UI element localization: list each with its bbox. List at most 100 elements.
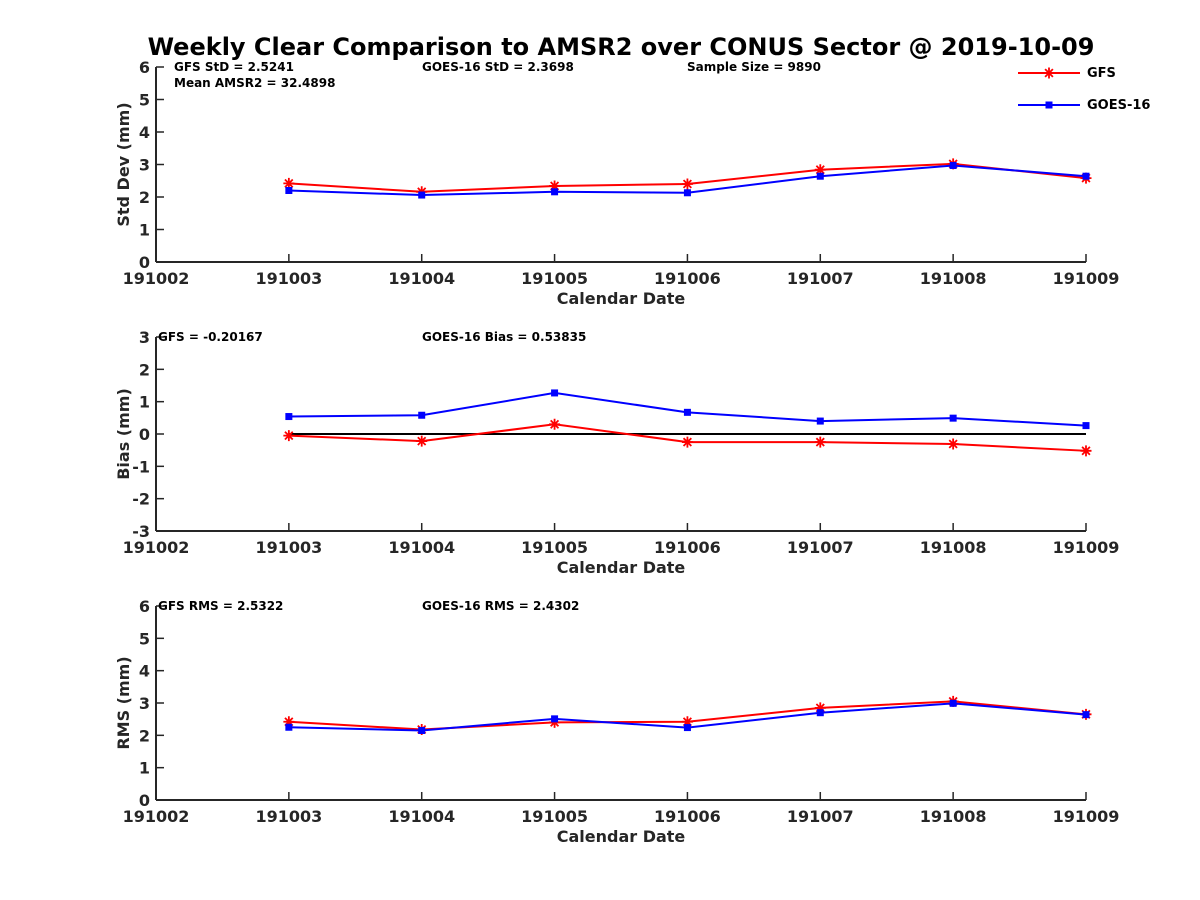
data-point — [416, 435, 428, 447]
y-axis-label: Std Dev (mm) — [114, 102, 133, 226]
y-tick-label: 0 — [139, 425, 150, 444]
x-tick-label: 191006 — [654, 807, 721, 826]
y-axis-label: Bias (mm) — [114, 388, 133, 480]
data-point — [681, 178, 693, 190]
x-tick-label: 191003 — [255, 269, 322, 288]
x-tick-label: 191007 — [787, 269, 854, 288]
y-tick-label: 6 — [139, 58, 150, 77]
x-axis-label: Calendar Date — [557, 289, 686, 308]
y-tick-label: 1 — [139, 221, 150, 240]
x-tick-label: 191002 — [123, 538, 190, 557]
data-point — [285, 187, 293, 194]
data-point — [1080, 445, 1092, 457]
data-point — [549, 180, 561, 192]
y-tick-label: 2 — [139, 726, 150, 745]
y-tick-label: 5 — [139, 91, 150, 110]
data-point — [681, 716, 693, 728]
stat-annotation: GFS StD = 2.5241 — [174, 60, 294, 74]
panel-bias: -3 -2 -1 0 1 2 3 191002 191003 191004 191005 191006… — [114, 328, 1119, 577]
x-tick-label: 191004 — [388, 807, 455, 826]
x-tick-label: 191004 — [388, 269, 455, 288]
y-tick-label: 0 — [139, 791, 150, 810]
x-axis-label: Calendar Date — [557, 827, 686, 846]
data-point — [1082, 422, 1090, 430]
data-point — [285, 413, 293, 421]
legend-marker-symbol — [1045, 101, 1053, 109]
y-tick-label: 0 — [139, 253, 150, 272]
data-point — [418, 726, 426, 734]
y-tick-label: 3 — [139, 156, 150, 175]
x-tick-label: 191005 — [521, 538, 588, 557]
legend-marker-symbol — [1043, 67, 1055, 79]
data-point — [551, 188, 559, 196]
data-point — [683, 408, 691, 416]
stat-annotation: GFS RMS = 2.5322 — [158, 599, 283, 613]
x-tick-label: 191003 — [255, 538, 322, 557]
x-tick-label: 191002 — [123, 269, 190, 288]
stat-annotation: GOES-16 StD = 2.3698 — [422, 60, 574, 74]
legend-marker-gfs — [1043, 67, 1055, 79]
data-point — [285, 723, 293, 731]
x-tick-label: 191008 — [920, 807, 987, 826]
x-axis-label: Calendar Date — [557, 558, 686, 577]
data-point — [549, 418, 561, 430]
data-point — [683, 724, 691, 732]
data-point — [816, 709, 824, 717]
data-point — [949, 414, 957, 422]
x-tick-label: 191009 — [1053, 269, 1120, 288]
x-tick-label: 191005 — [521, 269, 588, 288]
y-tick-label: 3 — [139, 328, 150, 347]
data-point — [949, 161, 957, 169]
data-point — [283, 716, 295, 728]
y-tick-label: 1 — [139, 393, 150, 412]
data-point — [551, 715, 559, 723]
y-tick-label: 4 — [139, 662, 150, 681]
legend-label-goes16: GOES-16 — [1087, 98, 1150, 113]
data-point — [1082, 172, 1090, 180]
panel-std-dev: 0 1 2 3 4 5 6 191002 191003 191004 191005 191006 191… — [114, 58, 1119, 308]
data-point — [418, 411, 426, 419]
x-tick-label: 191007 — [787, 807, 854, 826]
y-tick-label: -2 — [132, 490, 150, 509]
legend-marker-goes16 — [1045, 101, 1053, 109]
x-tick-label: 191007 — [787, 538, 854, 557]
y-tick-label: 3 — [139, 694, 150, 713]
data-point — [283, 177, 295, 189]
y-tick-label: 2 — [139, 188, 150, 207]
x-tick-label: 191006 — [654, 269, 721, 288]
y-tick-label: -3 — [132, 522, 150, 541]
y-tick-label: 5 — [139, 629, 150, 648]
x-tick-label: 191009 — [1053, 807, 1120, 826]
data-point — [681, 436, 693, 448]
data-point — [549, 716, 561, 728]
y-axis-label: RMS (mm) — [114, 656, 133, 749]
data-point — [814, 164, 826, 176]
data-point — [1082, 711, 1090, 719]
y-tick-label: 2 — [139, 360, 150, 379]
data-point — [683, 189, 691, 197]
x-tick-label: 191002 — [123, 807, 190, 826]
x-tick-label: 191008 — [920, 269, 987, 288]
stat-annotation: Sample Size = 9890 — [687, 60, 821, 74]
y-tick-label: -1 — [132, 457, 150, 476]
data-point — [947, 438, 959, 450]
data-point — [814, 436, 826, 448]
legend-label-gfs: GFS — [1087, 66, 1116, 81]
y-tick-label: 6 — [139, 597, 150, 616]
chart-title: Weekly Clear Comparison to AMSR2 over CO… — [148, 33, 1095, 61]
y-tick-label: 1 — [139, 759, 150, 778]
x-tick-label: 191003 — [255, 807, 322, 826]
data-point — [418, 191, 426, 199]
data-point — [283, 430, 295, 442]
data-point — [816, 172, 824, 180]
legend: GFS GOES-16 — [1018, 66, 1150, 113]
data-point — [816, 417, 824, 425]
data-point — [551, 389, 559, 397]
data-point — [949, 699, 957, 707]
stat-annotation: Mean AMSR2 = 32.4898 — [174, 76, 335, 90]
x-tick-label: 191009 — [1053, 538, 1120, 557]
stat-annotation: GOES-16 RMS = 2.4302 — [422, 599, 579, 613]
x-tick-label: 191004 — [388, 538, 455, 557]
stat-annotation: GOES-16 Bias = 0.53835 — [422, 330, 586, 344]
